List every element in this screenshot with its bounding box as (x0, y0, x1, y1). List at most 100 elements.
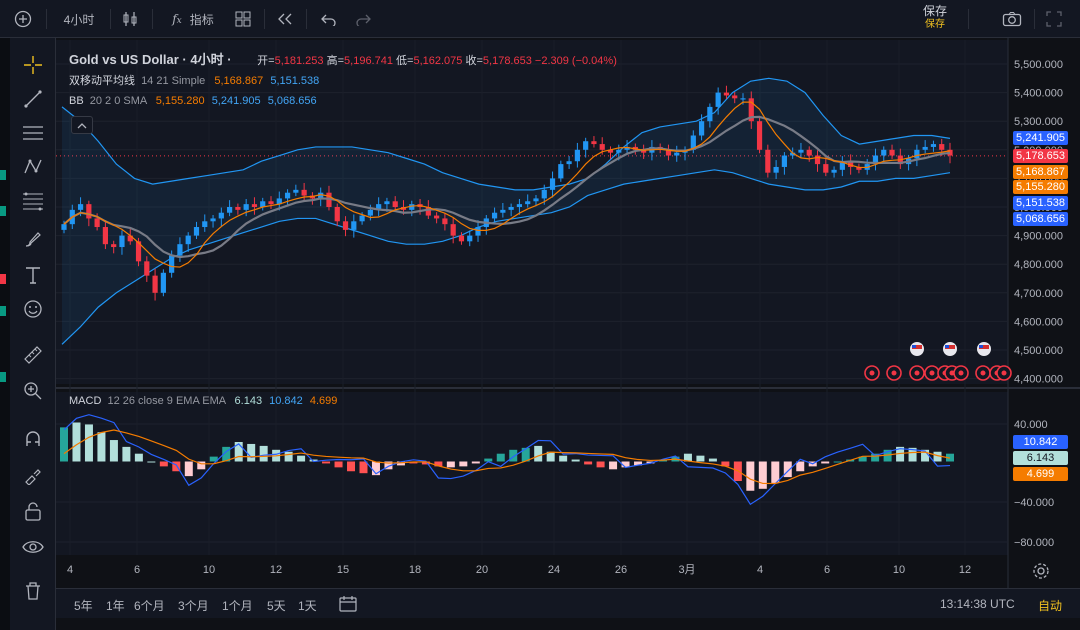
indicators-button[interactable]: fx 指标 (162, 6, 224, 32)
save-button[interactable]: 保存 保存 (912, 5, 958, 35)
brush-icon[interactable] (18, 224, 48, 254)
redo-icon[interactable] (352, 6, 374, 32)
bb-fill (62, 78, 950, 345)
time-axis-label: 10 (893, 564, 905, 576)
bb-value-3: 5,068.656 (267, 95, 317, 107)
candle-style-icon[interactable] (118, 6, 142, 32)
emoji-icon[interactable] (18, 294, 48, 324)
economic-event-icon (975, 365, 991, 381)
range-5y[interactable]: 5年 (74, 599, 93, 613)
macd-name: MACD (69, 395, 102, 407)
save-sublabel: 保存 (925, 19, 945, 30)
collapse-legend-button[interactable] (71, 116, 93, 134)
crosshair-icon[interactable] (18, 50, 48, 80)
candle-body (839, 161, 845, 170)
candle-body (218, 212, 224, 219)
legend-ma-row[interactable]: 双移动平均线 14 21 Simple 5,168.867 5,151.538 (69, 72, 319, 88)
macd-signal-line (63, 429, 951, 485)
candle-body (541, 189, 547, 199)
candle-body (450, 224, 456, 236)
candle-body (930, 144, 937, 147)
macd-histogram-bar (509, 449, 518, 462)
range-1m[interactable]: 1个月 (222, 599, 253, 613)
edge-marker (0, 206, 6, 216)
drawing-toolbar (10, 38, 56, 630)
range-1d[interactable]: 1天 (298, 599, 317, 613)
macd-histogram-bar (222, 446, 231, 462)
candle-body (135, 241, 142, 262)
macd-histogram-bar (259, 445, 268, 462)
trash-icon[interactable] (18, 576, 48, 606)
candle-body (169, 255, 175, 273)
candle-body (872, 155, 879, 165)
settings-gear-icon[interactable] (1032, 562, 1050, 583)
interval-button[interactable]: 4小时 (56, 6, 102, 32)
legend-bb-row[interactable]: BB 20 2 0 SMA 5,155.280 5,241.905 5,068.… (69, 95, 317, 107)
camera-icon[interactable] (1000, 6, 1024, 32)
range-6m[interactable]: 6个月 (134, 599, 165, 613)
macd-histogram-bar (758, 461, 767, 489)
candle-body (889, 149, 895, 156)
layout-grid-icon[interactable] (232, 6, 254, 32)
low-value: 5,162.075 (413, 55, 463, 67)
pattern-icon[interactable] (18, 152, 48, 182)
horizontal-lines-icon[interactable] (18, 118, 48, 148)
auto-scale-toggle[interactable]: 自动 (1038, 599, 1063, 613)
magnet-icon[interactable] (18, 424, 48, 454)
range-3m[interactable]: 3个月 (178, 599, 209, 613)
add-symbol-icon[interactable] (10, 6, 36, 32)
candle-body (765, 149, 771, 173)
candle-body (334, 207, 340, 222)
ma-params: 14 21 Simple (141, 75, 206, 87)
candle-body (160, 272, 166, 293)
time-axis-label: 4 (67, 564, 73, 576)
fullscreen-icon[interactable] (1042, 6, 1066, 32)
candle-body (715, 92, 721, 107)
macd-histogram-bar (446, 461, 455, 468)
price-axis-label: 5,400.000 (1014, 88, 1063, 100)
ruler-icon[interactable] (18, 340, 48, 370)
range-1y[interactable]: 1年 (106, 599, 125, 613)
bb-value-1: 5,155.280 (155, 95, 205, 107)
legend-symbol-row: Gold vs US Dollar · 4小时 · 开=5,181.253 高=… (69, 49, 617, 68)
candle-body (458, 235, 465, 242)
fib-icon[interactable] (18, 186, 48, 216)
unlock-icon[interactable] (18, 496, 48, 526)
high-value: 5,196.741 (344, 55, 393, 67)
macd-histogram-bar (646, 461, 655, 464)
trendline-icon[interactable] (18, 84, 48, 114)
us-event-flag-icon (943, 342, 957, 356)
macd-histogram-bar (297, 455, 306, 462)
macd-histogram-bar (421, 461, 430, 465)
macd-histogram-bar (858, 456, 867, 462)
time-axis-label: 6 (824, 564, 830, 576)
low-label: 低= (396, 55, 414, 67)
date-range-icon[interactable] (338, 594, 358, 617)
lock-drawing-icon[interactable] (18, 460, 48, 490)
undo-icon[interactable] (318, 6, 340, 32)
macd-histogram-bar (683, 453, 692, 462)
time-axis-label: 4 (757, 564, 763, 576)
utc-clock[interactable]: 13:14:38 UTC (940, 597, 1015, 611)
price-axis-label: 4,900.000 (1014, 231, 1063, 243)
macd-histogram-bar (284, 451, 293, 462)
candle-body (434, 215, 440, 219)
candle-body (102, 227, 109, 245)
price-axis-label: 4,700.000 (1014, 288, 1063, 300)
candle-body (193, 227, 200, 236)
price-axis-label: 5,300.000 (1014, 116, 1063, 128)
range-5d[interactable]: 5天 (267, 599, 286, 613)
macd-histogram-bar (771, 461, 780, 483)
macd-histogram-bar (883, 449, 892, 462)
zoom-in-icon[interactable] (18, 376, 48, 406)
candle-body (409, 204, 415, 210)
eye-icon[interactable] (18, 532, 48, 562)
macd-histogram-bar (696, 455, 705, 462)
legend-macd-row[interactable]: MACD 12 26 close 9 EMA EMA 6.143 10.842 … (69, 395, 337, 407)
candle-body (77, 204, 84, 210)
text-icon[interactable] (18, 260, 48, 290)
replay-icon[interactable] (274, 6, 296, 32)
candle-body (798, 149, 804, 153)
bb-lower-line (61, 169, 951, 345)
